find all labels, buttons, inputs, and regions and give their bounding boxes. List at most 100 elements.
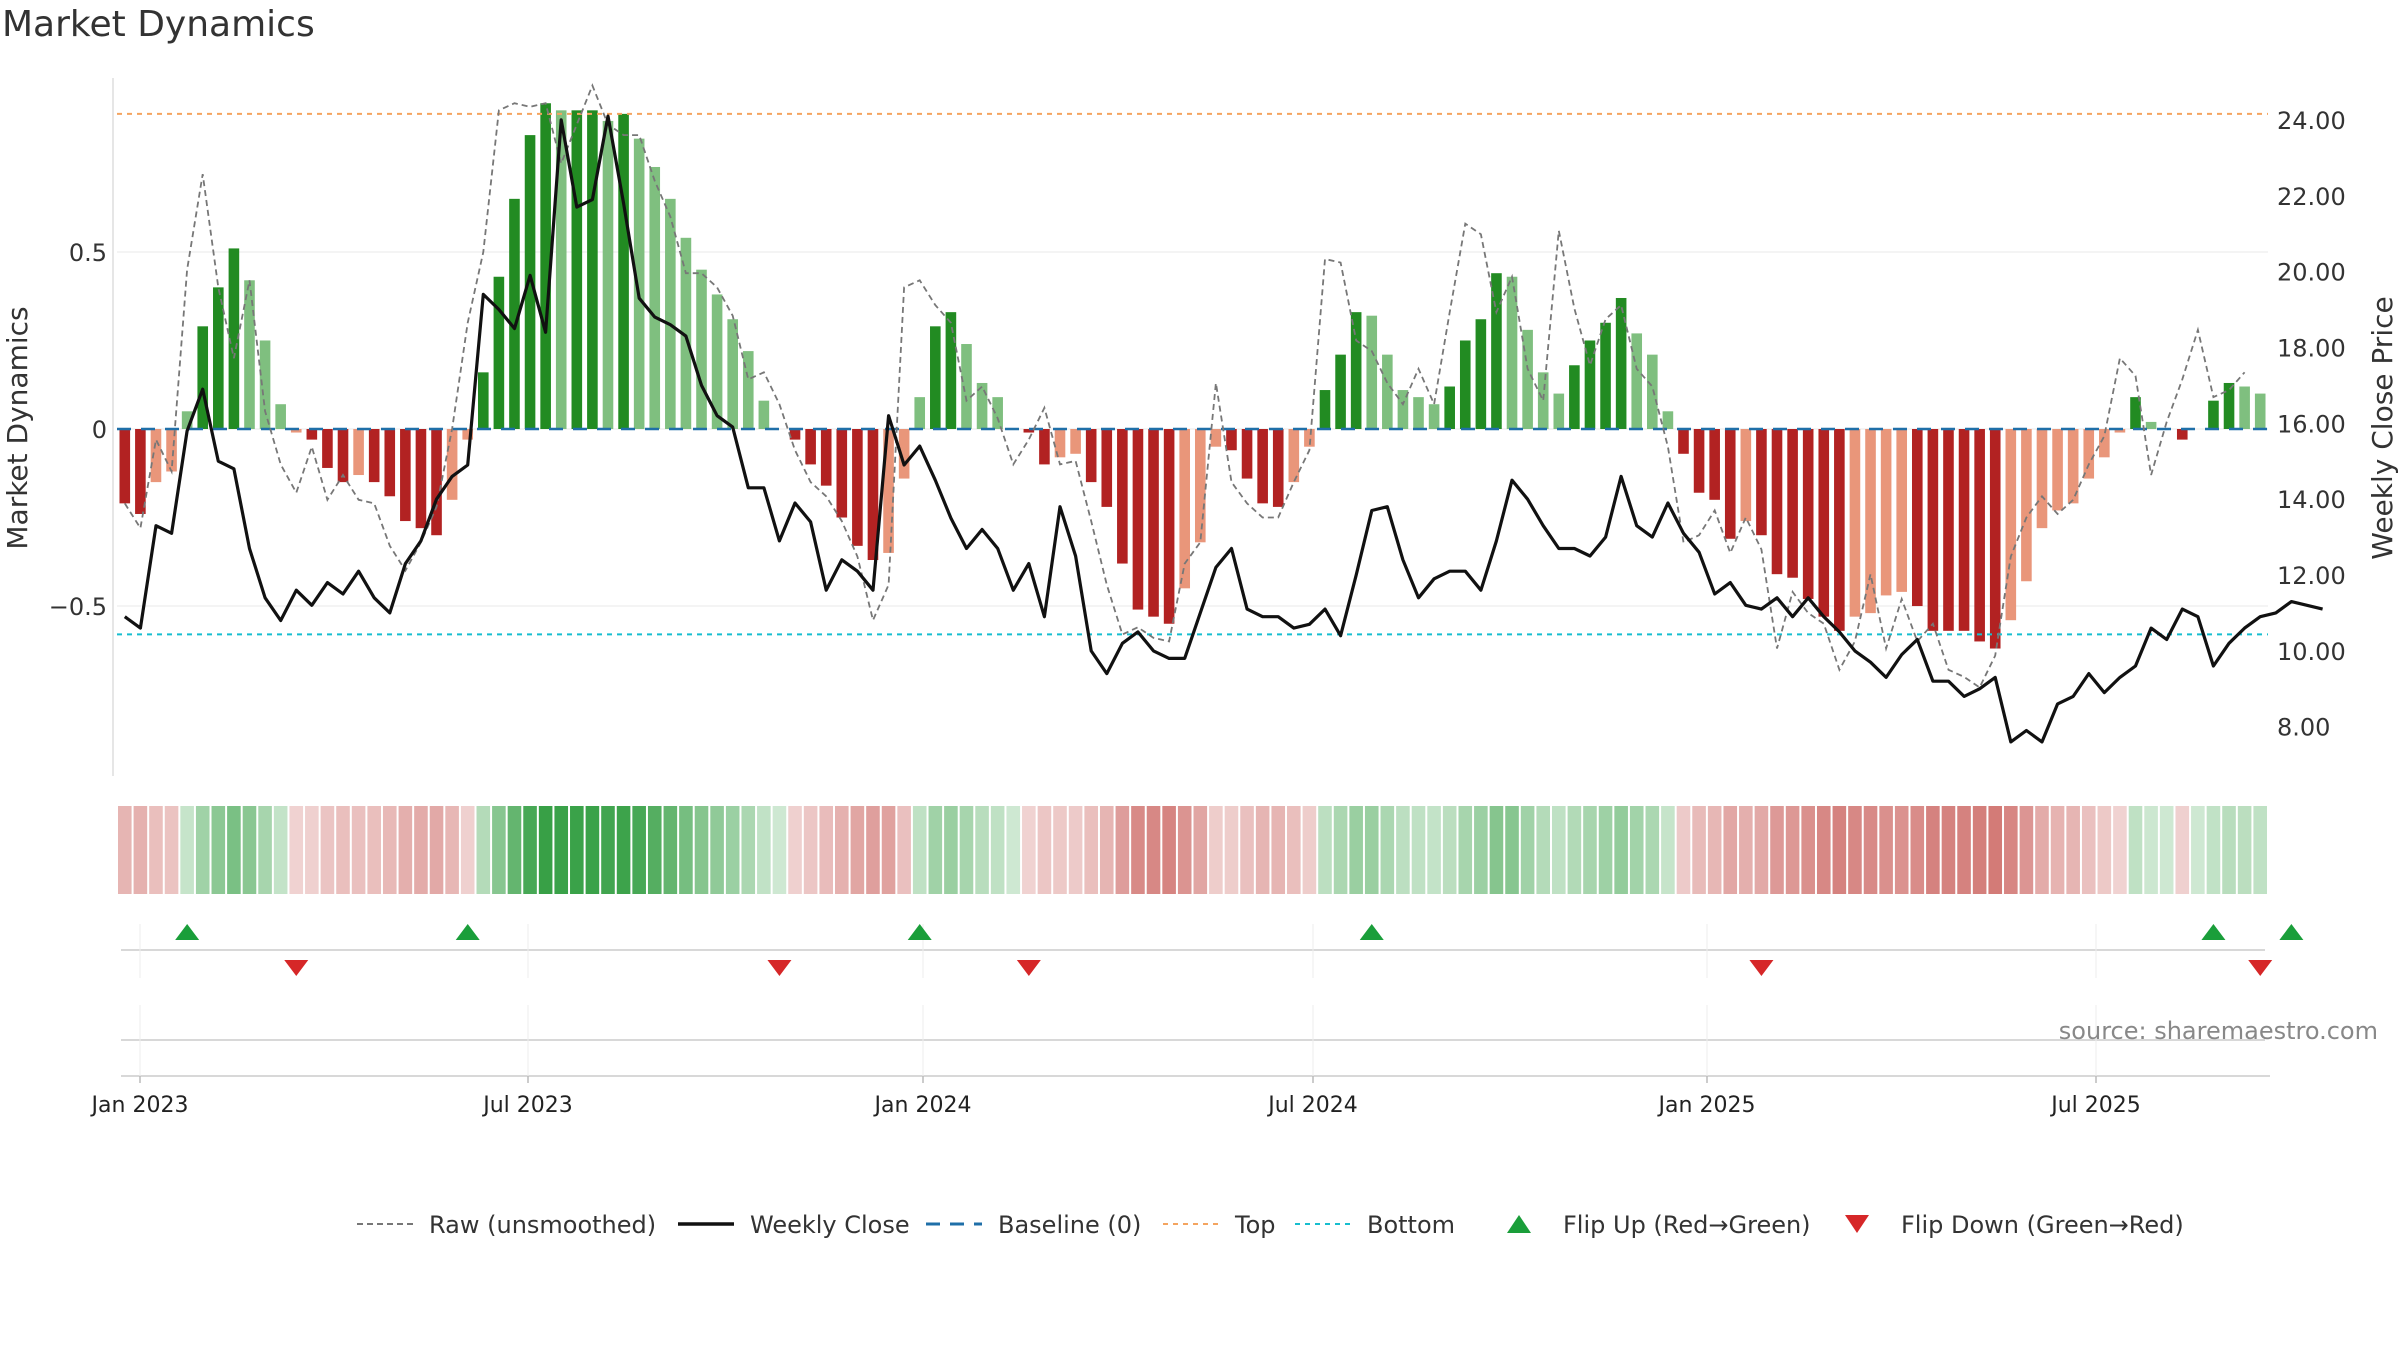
regime-strip-cell: [1941, 806, 1956, 894]
regime-strip-cell: [2222, 806, 2236, 894]
histogram-bar: [228, 248, 240, 429]
histogram-bar: [1475, 319, 1487, 429]
histogram-bar: [166, 429, 177, 472]
regime-strip-cell: [1816, 806, 1831, 894]
x-tick-label: Jul 2023: [481, 1093, 573, 1118]
regime-strip-cell: [1692, 806, 1706, 894]
histogram-bar: [1335, 354, 1346, 429]
regime-strip-cell: [398, 806, 413, 894]
regime-strip-cell: [1037, 806, 1052, 894]
histogram-bar: [1023, 429, 1035, 433]
legend-swatch-flip-up: [1507, 1215, 1531, 1233]
regime-strip-cell: [1707, 806, 1722, 894]
regime-strip-cell: [819, 806, 833, 894]
regime-strip-cell: [2159, 806, 2174, 894]
histogram-bar: [1693, 429, 1705, 493]
regime-strip-cell: [554, 806, 569, 894]
histogram-bar: [1989, 429, 2001, 649]
timeline-panel: Jan 2023 Jul 2023 Jan 2024 Jul 2024 Jan 2025…: [90, 1005, 2378, 1118]
histogram-bar: [1522, 329, 1533, 429]
histogram-bar: [135, 429, 146, 514]
regime-strip-cell: [273, 806, 288, 894]
regime-strip-cell: [772, 806, 787, 894]
regime-strip-cell: [632, 806, 646, 894]
histogram-bar: [696, 269, 707, 429]
regime-strip-cell: [1739, 806, 1753, 894]
histogram-bar: [1491, 273, 1502, 429]
histogram-bar: [259, 340, 271, 429]
histogram-bar: [1257, 429, 1268, 504]
regime-strip-cell: [928, 806, 943, 894]
regime-strip-cell: [788, 806, 802, 894]
y-right-tick-label: 14.00: [2277, 486, 2346, 514]
regime-strip-cell: [1380, 806, 1395, 894]
regime-strip-cell: [710, 806, 724, 894]
regime-strip-cell: [1427, 806, 1441, 894]
regime-strip-cell: [351, 806, 366, 894]
regime-strip-cell: [1224, 806, 1239, 894]
regime-strip-cell: [305, 806, 319, 894]
regime-strip-cell: [2004, 806, 2018, 894]
y-right-tick-label: 16.00: [2277, 410, 2346, 438]
regime-strip-cell: [850, 806, 865, 894]
histogram-bar: [1117, 429, 1128, 564]
histogram-bar: [1179, 429, 1191, 589]
histogram-bar: [836, 429, 848, 518]
regime-strip-cell: [1318, 806, 1332, 894]
histogram-bar: [431, 429, 442, 536]
regime-strip-cell: [227, 806, 241, 894]
x-tick-label: Jul 2025: [2049, 1093, 2141, 1118]
regime-strip-cell: [1255, 806, 1270, 894]
histogram-bar: [961, 344, 972, 429]
regime-strip-cell: [320, 806, 335, 894]
flip-up-marker: [2279, 924, 2304, 940]
regime-strip-cell: [2081, 806, 2096, 894]
histogram-bar: [1569, 365, 1580, 429]
x-tick-label: Jan 2025: [1657, 1093, 1756, 1118]
y-right-tick-label: 24.00: [2277, 107, 2346, 135]
y-left-tick-label: 0: [92, 416, 107, 444]
histogram-bar: [618, 113, 629, 430]
histogram-bar: [1210, 429, 1222, 447]
histogram-bar: [197, 326, 209, 429]
y-right-tick-label: 20.00: [2277, 259, 2346, 287]
histogram-bar: [2208, 400, 2219, 429]
regime-strip-cell: [2035, 806, 2049, 894]
histogram-bar: [1101, 429, 1113, 507]
regime-strip-cell: [1146, 806, 1161, 894]
regime-strip-cell: [1302, 806, 1317, 894]
regime-strip-cell: [1614, 806, 1628, 894]
regime-strip-cell: [1022, 806, 1036, 894]
x-tick-label: Jan 2024: [873, 1093, 972, 1118]
regime-strip-cell: [164, 806, 179, 894]
histogram-bar: [524, 135, 536, 429]
regime-strip-cell: [1754, 806, 1769, 894]
histogram-bar: [2239, 386, 2250, 429]
regime-strip-cell: [897, 806, 911, 894]
x-tick-label: Jan 2023: [90, 1093, 189, 1118]
regime-strip-cell: [336, 806, 350, 894]
regime-strip-cell: [133, 806, 148, 894]
histogram-bar: [883, 429, 894, 553]
regime-strip-cell: [2113, 806, 2127, 894]
histogram-bar: [1631, 333, 1643, 429]
regime-strip-cell: [429, 806, 444, 894]
histogram-bar: [1304, 429, 1315, 447]
histogram-bar: [805, 429, 816, 465]
histogram-bar: [275, 404, 286, 429]
histogram-bar: [1428, 404, 1440, 429]
histogram-bar: [1865, 429, 1876, 614]
histogram-bar: [2036, 429, 2048, 529]
histogram-bars: [119, 103, 2266, 649]
regime-strip-cell: [1832, 806, 1847, 894]
regime-strip-cell: [1676, 806, 1691, 894]
histogram-bar: [306, 429, 318, 440]
histogram-bar: [1958, 429, 1970, 631]
regime-strip-cell: [1474, 806, 1488, 894]
histogram-bar: [1647, 354, 1658, 429]
histogram-bar: [337, 429, 349, 483]
histogram-bar: [945, 312, 957, 429]
regime-strip-cell: [1396, 806, 1410, 894]
regime-strip-cell: [1988, 806, 2003, 894]
